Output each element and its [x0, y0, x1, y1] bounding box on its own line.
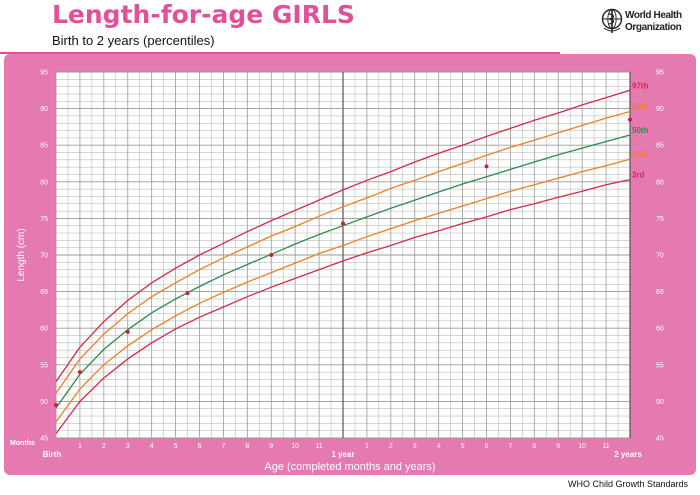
- y-tick-label-right: 85: [656, 143, 664, 150]
- percentile-curve-15th: [55, 158, 631, 423]
- x-tick-label: 8: [532, 443, 536, 450]
- y-tick-label-left: 65: [40, 289, 48, 296]
- x-tick-label: 9: [269, 443, 273, 450]
- measurement-point: [125, 329, 130, 334]
- y-tick-label-left: 75: [40, 216, 48, 223]
- x-tick-label: Birth: [43, 450, 62, 459]
- percentile-label-15th: 15th: [632, 150, 649, 159]
- y-tick-label-right: 60: [656, 326, 664, 333]
- y-tick-label-left: 45: [40, 436, 48, 443]
- y-tick-label-right: 70: [656, 253, 664, 260]
- y-tick-label-left: 80: [40, 179, 48, 186]
- x-tick-label: 5: [461, 443, 465, 450]
- measurement-point: [341, 221, 345, 226]
- measurement-point: [77, 370, 82, 375]
- measurement-point: [54, 403, 58, 408]
- y-tick-label-left: 95: [40, 70, 48, 77]
- x-tick-label: 6: [198, 443, 202, 450]
- x-tick-label: 6: [485, 443, 489, 450]
- y-tick-label-left: 60: [40, 326, 48, 333]
- x-tick-label: 8: [245, 443, 249, 450]
- who-logo: World Health Organization: [601, 8, 697, 44]
- y-tick-label-right: 90: [656, 106, 664, 113]
- x-tick-label: 3: [413, 443, 417, 450]
- x-tick-label: 4: [150, 443, 154, 450]
- title-divider: [0, 52, 560, 54]
- y-axis-title: Length (cm): [16, 228, 27, 281]
- page-title: Length-for-age GIRLS: [52, 0, 355, 29]
- x-tick-label: 3: [126, 443, 130, 450]
- y-tick-label-right: 50: [656, 399, 664, 406]
- y-tick-label-left: 50: [40, 399, 48, 406]
- x-tick-label: 11: [602, 443, 609, 450]
- x-tick-label: 7: [221, 443, 225, 450]
- y-tick-label-left: 85: [40, 143, 48, 150]
- organization-name-line1: World Health: [625, 10, 682, 21]
- y-tick-label-right: 95: [656, 70, 664, 77]
- measurement-point: [484, 164, 489, 169]
- percentile-label-50th: 50th: [632, 126, 649, 135]
- x-axis-title: Age (completed months and years): [264, 461, 435, 473]
- organization-name-line2: Organization: [625, 22, 682, 33]
- y-tick-label-right: 75: [656, 216, 664, 223]
- y-tick-label-left: 55: [40, 362, 48, 369]
- measurement-points: [54, 117, 632, 408]
- percentile-curve-97th: [55, 89, 631, 382]
- measurement-point: [269, 253, 274, 257]
- x-tick-labels: Birth 1 2 3 4 5 6 7 8 9 10 11 1 year 1 2 3 4 5 6 7 8 9 10 11 2 y…: [43, 443, 643, 459]
- x-tick-label: 2: [102, 443, 106, 450]
- page-subtitle: Birth to 2 years (percentiles): [52, 33, 215, 48]
- y-tick-labels: 45 45 50 50 55 55 60 60 65 65 70 70 75 75 80 80 85 85 90 90…: [40, 70, 664, 443]
- y-tick-label-right: 80: [656, 179, 664, 186]
- measurement-point: [628, 117, 632, 122]
- organization-name: World Health Organization: [625, 10, 682, 34]
- y-tick-label-right: 55: [656, 362, 664, 369]
- y-tick-label-left: 90: [40, 106, 48, 113]
- y-tick-label-left: 70: [40, 253, 48, 260]
- percentile-curves: 97th 85th 50th 15th 3rd: [55, 81, 649, 434]
- x-tick-label: 9: [556, 443, 560, 450]
- footer-credit: WHO Child Growth Standards: [567, 479, 688, 489]
- x-unit-label: Months: [10, 440, 35, 447]
- x-tick-label: 10: [291, 443, 299, 450]
- percentile-label-3rd: 3rd: [632, 171, 645, 180]
- x-tick-label: 5: [174, 443, 178, 450]
- x-tick-label: 2: [389, 443, 393, 450]
- percentile-curve-50th: [55, 134, 631, 409]
- y-tick-label-right: 45: [656, 436, 664, 443]
- x-tick-label: 1: [78, 443, 82, 450]
- x-tick-label: 7: [508, 443, 512, 450]
- y-tick-label-right: 65: [656, 289, 664, 296]
- x-tick-label: 1: [365, 443, 369, 450]
- x-tick-label: 2 years: [614, 450, 642, 459]
- x-tick-label: 11: [315, 443, 322, 450]
- x-tick-label: 1 year: [331, 450, 354, 459]
- percentile-curve-85th: [55, 110, 631, 394]
- percentile-curve-3rd: [55, 178, 631, 434]
- measurement-point: [185, 291, 190, 296]
- x-tick-label: 10: [578, 443, 586, 450]
- percentile-label-97th: 97th: [632, 81, 649, 90]
- who-emblem-icon: [601, 8, 623, 33]
- x-tick-label: 4: [437, 443, 441, 450]
- percentile-label-85th: 85th: [632, 103, 649, 112]
